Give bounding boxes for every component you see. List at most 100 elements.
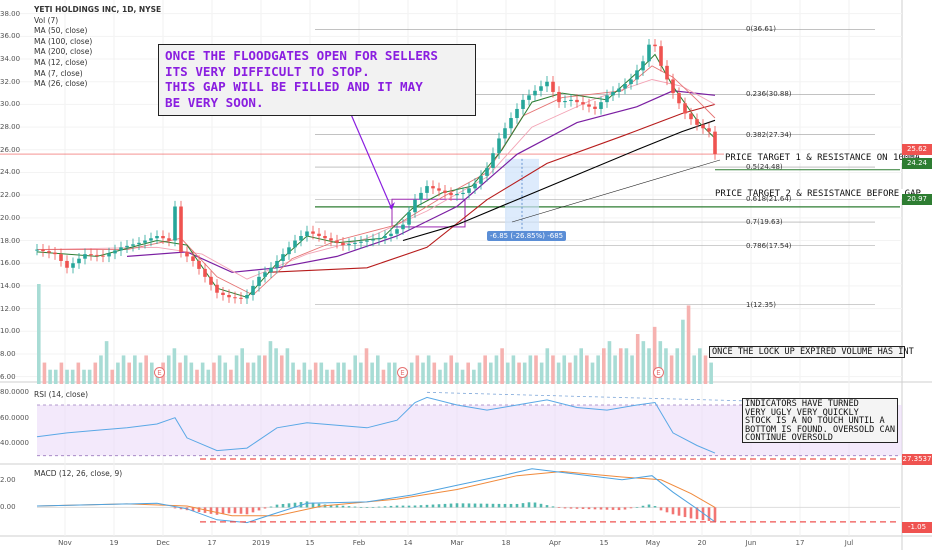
volume-bar	[681, 319, 685, 384]
volume-bar	[217, 355, 222, 384]
candle-body	[53, 252, 57, 255]
volume-bar	[652, 326, 657, 384]
volume-bar	[370, 362, 374, 384]
candle-body	[581, 102, 585, 105]
candle-body	[455, 194, 459, 196]
volume-bar	[602, 348, 606, 384]
volume-bar	[37, 284, 41, 384]
macd-tick-label: 0.00	[0, 503, 16, 512]
candle-body	[449, 192, 453, 196]
volume-bar	[562, 355, 567, 384]
macd-histogram-bar	[293, 502, 297, 508]
macd-histogram-bar	[641, 505, 645, 508]
x-tick-label: 2019	[252, 539, 270, 547]
macd-histogram-bar	[473, 503, 477, 508]
volume-bar	[607, 341, 612, 384]
candle-body	[479, 175, 483, 184]
candle-body	[563, 101, 567, 103]
candle-body	[89, 254, 93, 256]
volume-bar	[308, 369, 312, 384]
volume-bar	[472, 369, 476, 384]
y-tick-label: 28.00	[0, 123, 21, 132]
volume-bar	[144, 355, 148, 384]
volume-bar	[240, 348, 244, 384]
y-tick-label: 36.00	[0, 32, 21, 41]
macd-histogram-bar	[287, 503, 291, 508]
y-tick-label: 16.00	[0, 259, 21, 268]
volume-bar	[93, 362, 98, 384]
candle-body	[395, 229, 399, 234]
candle-body	[341, 242, 345, 246]
candle-body	[95, 254, 99, 256]
macd-histogram-bar	[593, 507, 597, 510]
volume-bar	[200, 362, 205, 384]
y-tick-label: 8.00	[0, 349, 16, 358]
macd-histogram-bar	[449, 503, 453, 508]
candle-body	[497, 138, 501, 154]
volume-bar	[121, 355, 126, 384]
legend-item: MA (26, close)	[34, 79, 88, 89]
y-tick-label: 24.00	[0, 168, 21, 177]
macd-histogram-bar	[575, 507, 579, 509]
x-tick-label: 14	[403, 539, 413, 547]
candle-body	[659, 46, 663, 66]
rsi-tick-label: 80.0000	[0, 388, 29, 397]
candle-body	[491, 153, 495, 168]
candle-body	[431, 186, 435, 189]
candle-body	[251, 285, 255, 295]
candle-body	[233, 297, 237, 299]
macd-histogram-bar	[623, 507, 627, 510]
candle-body	[167, 238, 171, 241]
candle-body	[143, 240, 147, 243]
candle-body	[701, 124, 705, 129]
volume-bar	[257, 355, 261, 384]
volume-bar	[65, 369, 69, 384]
macd-histogram-bar	[173, 507, 177, 509]
candle-body	[551, 81, 555, 92]
volume-bar	[48, 369, 52, 384]
volume-bar	[138, 362, 143, 384]
y-tick-label: 34.00	[0, 55, 21, 64]
y-tick-label: 14.00	[0, 281, 21, 290]
volume-bar	[641, 341, 646, 384]
candle-body	[155, 236, 159, 239]
macd-histogram-bar	[527, 502, 531, 508]
candle-body	[77, 258, 81, 264]
macd-histogram-bar	[485, 503, 489, 508]
macd-histogram-bar	[215, 507, 219, 515]
macd-histogram-bar	[305, 501, 309, 508]
floodgate-callout: ONCE THE FLOODGATES OPEN FOR SELLERS ITS…	[158, 44, 476, 116]
x-tick-label: 18	[501, 539, 511, 547]
volume-bar	[246, 362, 250, 384]
candle-body	[125, 245, 129, 248]
earnings-badge: E	[397, 367, 408, 378]
macd-histogram-bar	[335, 505, 339, 508]
candle-body	[269, 267, 273, 273]
ma50-line	[402, 119, 716, 242]
macd-histogram-bar	[395, 505, 399, 508]
fib-level-label: 0.786(17.54)	[746, 241, 792, 250]
volume-bar	[70, 369, 75, 384]
macd-histogram-bar	[491, 503, 495, 508]
macd-histogram-bar	[311, 502, 315, 508]
macd-histogram-bar	[419, 505, 423, 508]
candle-body	[419, 192, 423, 200]
callout-arrow-head	[389, 202, 395, 210]
candle-body	[443, 190, 447, 193]
candle-body	[611, 91, 615, 96]
x-tick-label: Jun	[745, 539, 757, 547]
candle-body	[209, 276, 213, 285]
volume-bar	[99, 355, 103, 384]
macd-title: MACD (12, 26, close, 9)	[34, 469, 123, 478]
volume-bar	[590, 362, 595, 384]
volume-bar	[342, 362, 346, 384]
volume-bar	[302, 362, 307, 384]
candle-body	[47, 251, 51, 253]
candle-body	[59, 254, 63, 261]
candle-body	[197, 260, 201, 269]
macd-histogram-bar	[479, 503, 483, 508]
candle-body	[83, 254, 87, 259]
macd-histogram-bar	[707, 507, 711, 521]
volume-bar	[517, 362, 521, 384]
legend-item: MA (7, close)	[34, 68, 83, 78]
